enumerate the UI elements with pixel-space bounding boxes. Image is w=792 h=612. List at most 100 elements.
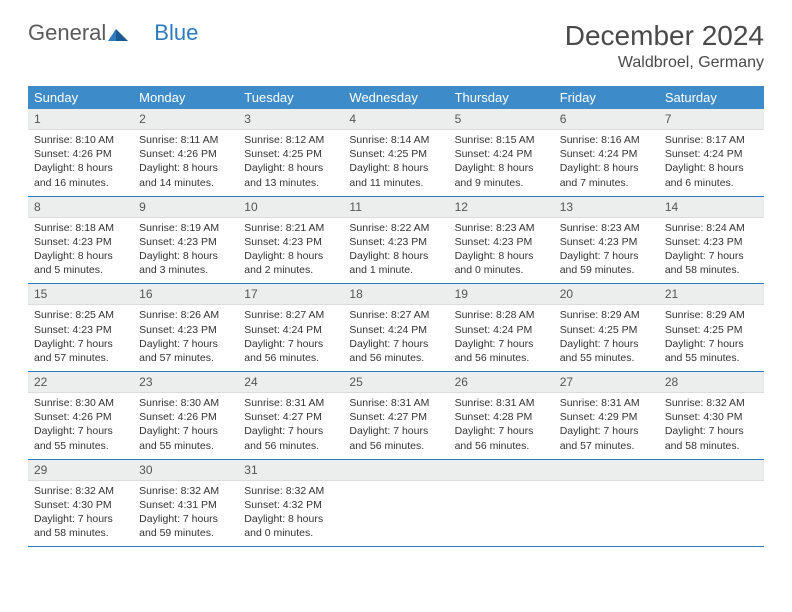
day-number: 27 [554, 372, 659, 393]
day-details: Sunrise: 8:23 AMSunset: 4:23 PMDaylight:… [554, 218, 659, 284]
calendar-cell: 26Sunrise: 8:31 AMSunset: 4:28 PMDayligh… [449, 372, 554, 460]
calendar-cell: 17Sunrise: 8:27 AMSunset: 4:24 PMDayligh… [238, 284, 343, 372]
day-number: 8 [28, 197, 133, 218]
sunrise-line: Sunrise: 8:21 AM [244, 221, 337, 235]
calendar-cell: 20Sunrise: 8:29 AMSunset: 4:25 PMDayligh… [554, 284, 659, 372]
sunset-line: Sunset: 4:25 PM [665, 323, 758, 337]
calendar-cell: 11Sunrise: 8:22 AMSunset: 4:23 PMDayligh… [343, 196, 448, 284]
sunrise-line: Sunrise: 8:31 AM [455, 396, 548, 410]
day-number: 22 [28, 372, 133, 393]
logo-icon [108, 23, 132, 43]
daylight-line: Daylight: 8 hours and 3 minutes. [139, 249, 232, 277]
day-details: Sunrise: 8:27 AMSunset: 4:24 PMDaylight:… [343, 305, 448, 371]
sunrise-line: Sunrise: 8:28 AM [455, 308, 548, 322]
day-number: 26 [449, 372, 554, 393]
sunset-line: Sunset: 4:30 PM [34, 498, 127, 512]
header: General Blue December 2024 Waldbroel, Ge… [28, 20, 764, 72]
sunrise-line: Sunrise: 8:31 AM [349, 396, 442, 410]
weekday-header: Friday [554, 86, 659, 109]
sunset-line: Sunset: 4:23 PM [349, 235, 442, 249]
sunrise-line: Sunrise: 8:31 AM [244, 396, 337, 410]
day-number-empty [343, 460, 448, 481]
calendar-cell: 24Sunrise: 8:31 AMSunset: 4:27 PMDayligh… [238, 372, 343, 460]
sunrise-line: Sunrise: 8:19 AM [139, 221, 232, 235]
daylight-line: Daylight: 8 hours and 11 minutes. [349, 161, 442, 189]
sunrise-line: Sunrise: 8:32 AM [665, 396, 758, 410]
calendar-row: 22Sunrise: 8:30 AMSunset: 4:26 PMDayligh… [28, 372, 764, 460]
calendar-row: 15Sunrise: 8:25 AMSunset: 4:23 PMDayligh… [28, 284, 764, 372]
day-details: Sunrise: 8:32 AMSunset: 4:30 PMDaylight:… [659, 393, 764, 459]
day-number: 23 [133, 372, 238, 393]
sunset-line: Sunset: 4:24 PM [455, 147, 548, 161]
weekday-header: Monday [133, 86, 238, 109]
daylight-line: Daylight: 7 hours and 58 minutes. [34, 512, 127, 540]
day-number: 18 [343, 284, 448, 305]
day-number: 12 [449, 197, 554, 218]
sunset-line: Sunset: 4:25 PM [560, 323, 653, 337]
day-number: 14 [659, 197, 764, 218]
daylight-line: Daylight: 7 hours and 56 minutes. [244, 337, 337, 365]
sunset-line: Sunset: 4:27 PM [244, 410, 337, 424]
day-number: 11 [343, 197, 448, 218]
sunrise-line: Sunrise: 8:23 AM [560, 221, 653, 235]
day-number: 16 [133, 284, 238, 305]
day-number: 4 [343, 109, 448, 130]
sunrise-line: Sunrise: 8:22 AM [349, 221, 442, 235]
sunset-line: Sunset: 4:24 PM [349, 323, 442, 337]
day-details: Sunrise: 8:25 AMSunset: 4:23 PMDaylight:… [28, 305, 133, 371]
daylight-line: Daylight: 7 hours and 58 minutes. [665, 424, 758, 452]
logo-word2: Blue [154, 20, 198, 46]
day-details: Sunrise: 8:32 AMSunset: 4:30 PMDaylight:… [28, 481, 133, 547]
calendar-cell: 1Sunrise: 8:10 AMSunset: 4:26 PMDaylight… [28, 109, 133, 196]
day-number: 19 [449, 284, 554, 305]
sunrise-line: Sunrise: 8:31 AM [560, 396, 653, 410]
calendar-cell: 22Sunrise: 8:30 AMSunset: 4:26 PMDayligh… [28, 372, 133, 460]
calendar-cell: 2Sunrise: 8:11 AMSunset: 4:26 PMDaylight… [133, 109, 238, 196]
calendar-cell: 16 Sunrise: 8:26 AMSunset: 4:23 PMDayligh… [133, 284, 238, 372]
day-number: 29 [28, 460, 133, 481]
day-number: 20 [554, 284, 659, 305]
calendar-cell [449, 459, 554, 547]
sunset-line: Sunset: 4:23 PM [139, 235, 232, 249]
sunset-line: Sunset: 4:26 PM [139, 410, 232, 424]
sunrise-line: Sunrise: 8:15 AM [455, 133, 548, 147]
calendar-cell: 18Sunrise: 8:27 AMSunset: 4:24 PMDayligh… [343, 284, 448, 372]
day-details: Sunrise: 8:10 AMSunset: 4:26 PMDaylight:… [28, 130, 133, 196]
sunset-line: Sunset: 4:24 PM [244, 323, 337, 337]
sunset-line: Sunset: 4:23 PM [560, 235, 653, 249]
day-number: 5 [449, 109, 554, 130]
calendar-cell: 30Sunrise: 8:32 AMSunset: 4:31 PMDayligh… [133, 459, 238, 547]
sunset-line: Sunset: 4:26 PM [34, 410, 127, 424]
day-number-empty [449, 460, 554, 481]
day-details: Sunrise: 8:19 AMSunset: 4:23 PMDaylight:… [133, 218, 238, 284]
calendar-cell: 6Sunrise: 8:16 AMSunset: 4:24 PMDaylight… [554, 109, 659, 196]
daylight-line: Daylight: 7 hours and 57 minutes. [139, 337, 232, 365]
sunrise-line: Sunrise: 8:30 AM [139, 396, 232, 410]
weekday-header: Saturday [659, 86, 764, 109]
calendar-cell: 4Sunrise: 8:14 AMSunset: 4:25 PMDaylight… [343, 109, 448, 196]
day-details: Sunrise: 8:30 AMSunset: 4:26 PMDaylight:… [133, 393, 238, 459]
sunrise-line: Sunrise: 8:29 AM [560, 308, 653, 322]
sunrise-line: Sunrise: 8:26 AM [139, 308, 232, 322]
calendar-cell: 21Sunrise: 8:29 AMSunset: 4:25 PMDayligh… [659, 284, 764, 372]
day-details: Sunrise: 8:31 AMSunset: 4:29 PMDaylight:… [554, 393, 659, 459]
sunset-line: Sunset: 4:30 PM [665, 410, 758, 424]
calendar-cell: 9Sunrise: 8:19 AMSunset: 4:23 PMDaylight… [133, 196, 238, 284]
calendar-row: 29Sunrise: 8:32 AMSunset: 4:30 PMDayligh… [28, 459, 764, 547]
calendar-cell [343, 459, 448, 547]
daylight-line: Daylight: 7 hours and 55 minutes. [665, 337, 758, 365]
daylight-line: Daylight: 8 hours and 0 minutes. [244, 512, 337, 540]
weekday-header-row: SundayMondayTuesdayWednesdayThursdayFrid… [28, 86, 764, 109]
sunset-line: Sunset: 4:32 PM [244, 498, 337, 512]
sunset-line: Sunset: 4:23 PM [139, 323, 232, 337]
daylight-line: Daylight: 7 hours and 57 minutes. [34, 337, 127, 365]
weekday-header: Sunday [28, 86, 133, 109]
calendar-cell: 28Sunrise: 8:32 AMSunset: 4:30 PMDayligh… [659, 372, 764, 460]
daylight-line: Daylight: 7 hours and 59 minutes. [139, 512, 232, 540]
day-details: Sunrise: 8:29 AMSunset: 4:25 PMDaylight:… [659, 305, 764, 371]
sunset-line: Sunset: 4:25 PM [244, 147, 337, 161]
day-details: Sunrise: 8:27 AMSunset: 4:24 PMDaylight:… [238, 305, 343, 371]
sunrise-line: Sunrise: 8:11 AM [139, 133, 232, 147]
calendar-table: SundayMondayTuesdayWednesdayThursdayFrid… [28, 86, 764, 547]
sunset-line: Sunset: 4:23 PM [244, 235, 337, 249]
